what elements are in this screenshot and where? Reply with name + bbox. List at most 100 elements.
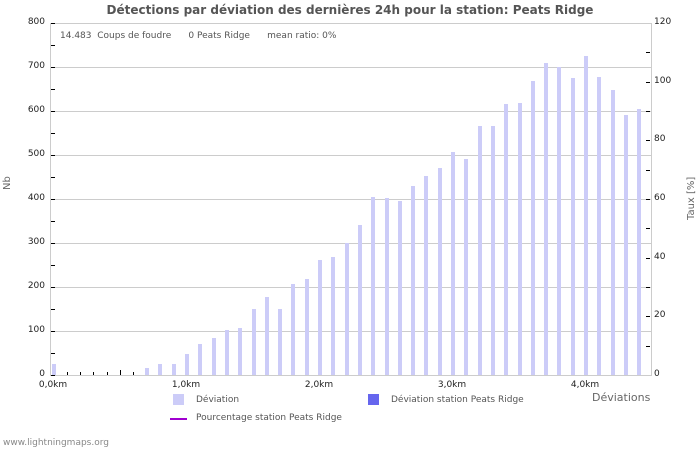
bar	[490, 125, 495, 375]
y-right-tick-mark	[646, 169, 650, 171]
y-right-tick-mark	[646, 257, 650, 259]
x-tick-label: 2,0km	[304, 380, 334, 390]
y-right-tick-mark	[646, 81, 650, 83]
x-axis-label: Déviations	[592, 391, 651, 404]
strike-count: 14.483	[60, 31, 92, 41]
x-tick-label: 1,0km	[171, 380, 201, 390]
chart-title: Détections par déviation des dernières 2…	[106, 3, 594, 17]
bar	[610, 89, 615, 375]
gridline	[51, 155, 651, 156]
y-right-tick-label: 60	[654, 193, 666, 203]
y-tick-mark	[51, 177, 55, 178]
bar	[557, 67, 562, 375]
bar	[477, 125, 482, 375]
legend-label-station-percentage: Pourcentage station Peats Ridge	[196, 413, 342, 423]
bar	[437, 168, 442, 375]
y-tick-mark	[51, 67, 55, 68]
x-tick-label: 0,0km	[38, 380, 68, 390]
y-tick-label: 600	[27, 105, 45, 115]
plot-area	[50, 23, 652, 376]
y-tick-label: 800	[27, 17, 45, 27]
y-right-tick-mark	[646, 140, 650, 142]
x-tick	[93, 372, 95, 375]
bar	[278, 309, 283, 375]
y-tick-mark	[51, 331, 55, 332]
x-tick	[133, 372, 135, 375]
bar	[145, 368, 150, 375]
y-right-tick-mark	[646, 345, 650, 347]
bar	[331, 257, 336, 375]
y-tick-mark	[51, 375, 55, 376]
bar	[544, 63, 549, 375]
gridline	[51, 67, 651, 68]
station-count: 0 Peats Ridge	[188, 31, 250, 41]
y-right-tick-label: 80	[654, 134, 666, 145]
y-tick-label: 100	[27, 325, 45, 335]
y-tick-label: 500	[27, 149, 45, 159]
legend-label-station-deviation: Déviation station Peats Ridge	[391, 395, 524, 405]
bar	[224, 330, 229, 375]
bar	[198, 344, 203, 375]
y-tick-mark	[51, 155, 55, 156]
y-tick-label: 400	[27, 193, 45, 203]
bar	[597, 77, 602, 375]
bar	[424, 175, 429, 375]
bar	[211, 337, 216, 375]
x-tick-label: 4,0km	[570, 380, 600, 390]
y-tick-mark	[51, 89, 55, 90]
bar	[504, 103, 509, 375]
bar	[530, 81, 535, 375]
bar	[623, 115, 628, 375]
legend-label-deviation: Déviation	[196, 395, 240, 405]
bar	[384, 197, 389, 375]
mean-ratio: mean ratio: 0%	[267, 31, 337, 41]
bar	[464, 158, 469, 375]
y-right-tick-label: 0	[654, 369, 660, 379]
y-tick-mark	[51, 133, 55, 134]
y-tick-mark	[51, 23, 55, 24]
y-tick-label: 300	[27, 237, 45, 247]
bar	[397, 200, 402, 375]
legend-swatch-station-deviation	[368, 394, 379, 405]
bar	[304, 279, 309, 375]
x-tick	[120, 370, 121, 375]
footer-credit: www.lightningmaps.org	[3, 438, 109, 448]
y-right-tick-mark	[646, 199, 650, 200]
bar	[637, 108, 642, 375]
y-axis-right-label: Taux [%]	[686, 176, 697, 220]
legend-swatch-deviation	[173, 394, 184, 405]
y-right-tick-label: 100	[654, 75, 672, 86]
bar	[584, 56, 588, 375]
x-tick	[80, 372, 82, 375]
gridline	[51, 111, 651, 112]
bar	[52, 364, 56, 375]
legend-line-station-percentage	[170, 418, 187, 420]
y-axis-label: Nb	[2, 176, 13, 190]
y-right-tick-mark	[646, 316, 650, 318]
y-right-tick-mark	[646, 228, 650, 230]
y-tick-label: 0	[39, 369, 45, 379]
bar	[158, 364, 163, 375]
y-right-tick-label: 40	[654, 251, 666, 262]
bar	[517, 102, 522, 375]
gridline	[51, 199, 651, 200]
y-tick-mark	[51, 243, 55, 244]
y-tick-mark	[51, 199, 55, 200]
bar	[357, 225, 362, 375]
gridline	[51, 23, 651, 24]
y-tick-mark	[51, 309, 55, 310]
bar	[264, 296, 269, 375]
bar	[344, 243, 349, 375]
y-right-tick-label: 20	[654, 310, 666, 321]
y-right-tick-label: 120	[654, 17, 672, 27]
y-tick-mark	[51, 111, 55, 112]
bar	[238, 327, 243, 375]
bar	[291, 283, 296, 375]
bar	[411, 185, 416, 375]
y-tick-mark	[51, 45, 55, 46]
y-tick-label: 200	[27, 281, 45, 291]
y-tick-mark	[51, 265, 55, 266]
bar	[171, 364, 176, 375]
x-tick	[106, 372, 108, 375]
